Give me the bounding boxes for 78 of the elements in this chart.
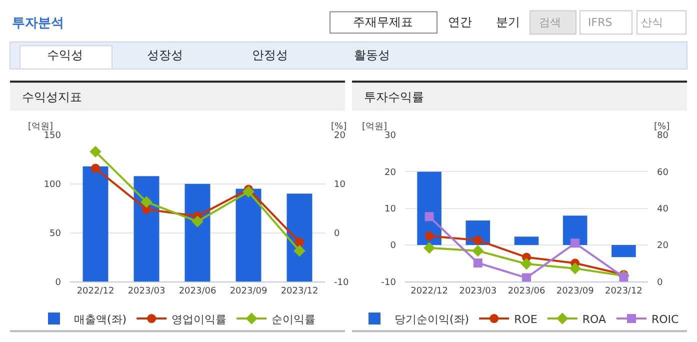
y-tick-label: 20 — [384, 168, 396, 178]
point — [294, 245, 306, 257]
text: 성장성 — [147, 48, 183, 62]
legend-label: 매출액(좌) — [74, 312, 127, 326]
bar — [184, 184, 210, 282]
text: 산식 — [641, 16, 663, 29]
point — [424, 212, 434, 222]
y2-tick-label: 40 — [657, 204, 669, 214]
x-tick-label: 2022/12 — [76, 286, 114, 296]
y-tick-label: 0 — [390, 241, 396, 252]
bar — [562, 216, 588, 245]
y-tick-label: 150 — [44, 131, 62, 142]
y2-axis-title: [%] — [654, 122, 670, 132]
bar — [286, 194, 312, 282]
text: 연간 — [448, 15, 472, 29]
bar — [236, 188, 262, 282]
x-tick-label: 2023/09 — [230, 286, 268, 296]
y2-tick-label: 60 — [657, 168, 669, 178]
point — [473, 236, 482, 245]
y2-tick-label: 80 — [657, 131, 669, 142]
chart-title: 수익성지표 — [22, 90, 82, 104]
x-tick-label: 2023/12 — [280, 286, 318, 296]
bar — [134, 176, 160, 282]
point — [424, 232, 434, 241]
point — [423, 242, 436, 254]
point — [569, 262, 581, 274]
legend-label: ROIC — [652, 312, 680, 326]
text: 투자분석 — [12, 16, 64, 31]
y-axis-title: [억원] — [28, 122, 54, 132]
point — [472, 245, 484, 257]
y2-tick-label: 10 — [334, 180, 346, 190]
point — [91, 164, 100, 173]
bar — [514, 236, 539, 245]
y-axis-title: [억원] — [362, 122, 388, 132]
point — [570, 238, 580, 248]
y-tick-label: 30 — [384, 131, 396, 142]
text: 검색 — [539, 16, 561, 29]
x-tick-label: 2023/06 — [178, 286, 216, 296]
legend-label: 당기순이익(좌) — [394, 312, 470, 326]
y2-axis-title: [%] — [331, 122, 347, 132]
point — [192, 216, 204, 228]
point — [522, 273, 531, 282]
text: IFRS — [588, 16, 612, 29]
x-tick-label: 2023/09 — [556, 286, 594, 296]
y2-tick-label: 20 — [334, 131, 346, 142]
y-tick-label: 100 — [44, 180, 62, 190]
y2-tick-label: 0 — [334, 228, 340, 239]
y2-tick-label: -10 — [334, 278, 349, 288]
text: 활동성 — [354, 48, 390, 62]
legend-label: ROE — [514, 312, 538, 326]
bar — [612, 244, 636, 258]
y2-tick-label: 20 — [657, 241, 669, 252]
text: 주재무제표 — [353, 15, 413, 29]
legend-label: 순이익률 — [272, 312, 316, 326]
y-tick-label: 50 — [50, 228, 62, 239]
point — [295, 238, 304, 247]
point — [90, 146, 102, 158]
chart-title: 투자수익률 — [364, 90, 424, 104]
point — [140, 196, 152, 208]
y-tick-label: 10 — [384, 204, 396, 214]
text: 안정성 — [252, 48, 288, 62]
text: 분기 — [496, 15, 520, 29]
text: 수익성 — [47, 48, 83, 62]
x-tick-label: 2023/12 — [605, 286, 642, 296]
y-tick-label: -10 — [381, 278, 396, 288]
x-tick-label: 2023/03 — [459, 286, 497, 296]
legend-label: ROA — [582, 312, 606, 326]
bar — [82, 166, 108, 282]
point — [619, 272, 628, 282]
point — [242, 186, 254, 198]
point — [520, 258, 532, 270]
x-tick-label: 2022/12 — [410, 286, 448, 296]
y2-tick-label: 0 — [657, 278, 663, 288]
x-tick-label: 2023/03 — [128, 286, 166, 296]
x-tick-label: 2023/06 — [508, 286, 546, 296]
point — [473, 258, 482, 268]
y-tick-label: 0 — [55, 278, 62, 288]
legend-label: 영업이익률 — [172, 312, 227, 326]
